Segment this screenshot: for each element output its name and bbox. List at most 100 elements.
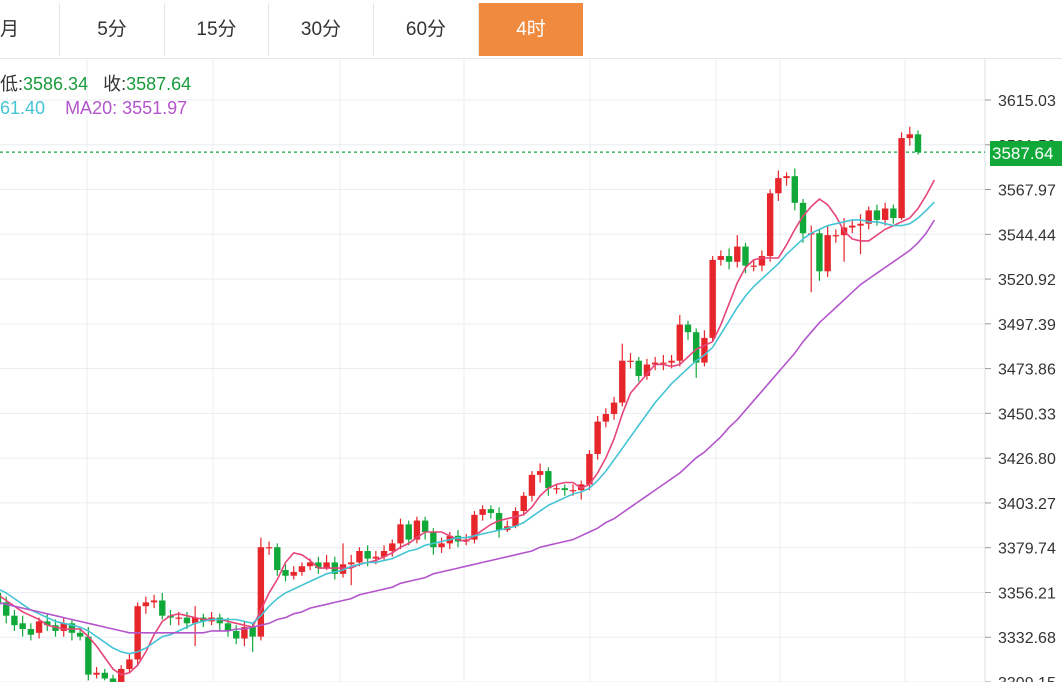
candle-body xyxy=(76,632,84,637)
ma20-value: 3551.97 xyxy=(122,98,188,118)
candle-body xyxy=(890,208,897,219)
candle-body xyxy=(799,202,807,234)
candle-body xyxy=(430,531,437,548)
candle-body xyxy=(865,210,872,224)
candle-body xyxy=(528,474,536,496)
candle-body xyxy=(298,566,306,572)
candle-body xyxy=(19,623,26,630)
candle-body xyxy=(282,570,289,576)
period-tabs: 月 5分 15分 30分 60分 4时 xyxy=(0,0,1062,59)
candle-body xyxy=(265,547,273,549)
tab-15min[interactable]: 15分 xyxy=(165,3,269,56)
candle-body xyxy=(60,623,67,631)
candle-body xyxy=(249,627,256,637)
candle-body xyxy=(479,509,486,515)
candle-body xyxy=(339,564,347,574)
tab-60min[interactable]: 60分 xyxy=(374,3,479,56)
candle-body xyxy=(0,592,2,605)
candle-body xyxy=(545,471,552,489)
candle-body xyxy=(159,600,166,616)
candle-body xyxy=(693,332,700,363)
candles xyxy=(0,126,922,682)
ma10-line xyxy=(0,201,935,655)
candle-body xyxy=(405,524,412,540)
candle-body xyxy=(356,550,363,563)
candle-body xyxy=(290,571,297,576)
ma20-label: MA20: xyxy=(65,98,118,118)
candle-body xyxy=(257,547,265,637)
candle-body xyxy=(914,134,922,153)
candle-body xyxy=(471,514,478,540)
candle-body xyxy=(224,623,232,631)
ma10-value: 61.40 xyxy=(0,98,46,118)
y-tick-label: 3615.03 xyxy=(998,93,1056,110)
candle-body xyxy=(602,414,610,422)
candle-body xyxy=(241,627,248,639)
candle-body xyxy=(717,256,725,260)
candle-body xyxy=(783,176,790,179)
candle-body xyxy=(766,193,774,257)
candle-body xyxy=(438,543,445,548)
y-tick-label: 3426.80 xyxy=(998,451,1056,468)
candle-body xyxy=(758,256,766,266)
candle-body xyxy=(586,453,593,485)
candle-body xyxy=(348,562,355,565)
candle-body xyxy=(898,138,905,219)
candle-body xyxy=(191,617,199,624)
candle-body xyxy=(233,630,240,639)
low-value: 3586.34 xyxy=(23,74,89,94)
candle-body xyxy=(216,617,223,624)
candle-body xyxy=(11,615,18,626)
candle-body xyxy=(68,623,76,633)
moving-average-lines xyxy=(0,179,936,676)
tab-4hour[interactable]: 4时 xyxy=(479,3,583,56)
candle-body xyxy=(323,562,330,569)
candle-body xyxy=(397,524,404,544)
candle-body xyxy=(413,520,421,540)
candle-body xyxy=(454,535,462,542)
y-tick-label: 3544.44 xyxy=(998,227,1056,244)
candle-body xyxy=(101,672,108,679)
y-tick-label: 3356.21 xyxy=(998,585,1056,602)
candle-body xyxy=(569,490,577,492)
tab-month[interactable]: 月 xyxy=(0,3,60,56)
candle-body xyxy=(315,562,322,569)
price-axis: 3615.033591.503567.973544.443520.923497.… xyxy=(985,93,1056,682)
candle-body xyxy=(495,512,503,531)
tab-5min[interactable]: 5分 xyxy=(60,3,165,56)
candle-body xyxy=(734,246,741,262)
candle-body xyxy=(553,488,560,490)
candle-body xyxy=(52,625,59,631)
y-tick-label: 3379.74 xyxy=(998,541,1056,558)
candle-body xyxy=(512,511,519,527)
candle-body xyxy=(676,324,683,361)
y-tick-label: 3497.39 xyxy=(998,317,1056,334)
low-label: 低: xyxy=(0,74,24,94)
ma5-line xyxy=(0,179,936,676)
ma-legend: 61.40 MA20: 3551.97 xyxy=(0,98,187,119)
candle-body xyxy=(364,550,371,559)
candle-body xyxy=(816,233,823,272)
candle-body xyxy=(824,235,831,272)
candle-body xyxy=(709,259,716,338)
candle-body xyxy=(791,176,798,203)
candle-body xyxy=(701,337,708,363)
candle-body xyxy=(873,210,881,220)
candle-body xyxy=(372,556,380,559)
y-tick-label: 3309.15 xyxy=(998,675,1056,682)
candle-body xyxy=(742,246,749,266)
candle-body xyxy=(93,672,100,675)
y-tick-label: 3332.68 xyxy=(998,630,1056,647)
tab-30min[interactable]: 30分 xyxy=(269,3,374,56)
candle-body xyxy=(775,178,782,194)
candle-body xyxy=(274,547,281,571)
candle-body xyxy=(27,629,35,635)
candle-body xyxy=(380,550,388,557)
current-price-tag: 3587.64 xyxy=(990,141,1062,166)
ma20-line xyxy=(0,219,936,634)
candle-body xyxy=(594,421,601,454)
candle-body xyxy=(651,362,659,365)
y-tick-label: 3403.27 xyxy=(998,496,1056,513)
candle-body xyxy=(627,360,634,362)
